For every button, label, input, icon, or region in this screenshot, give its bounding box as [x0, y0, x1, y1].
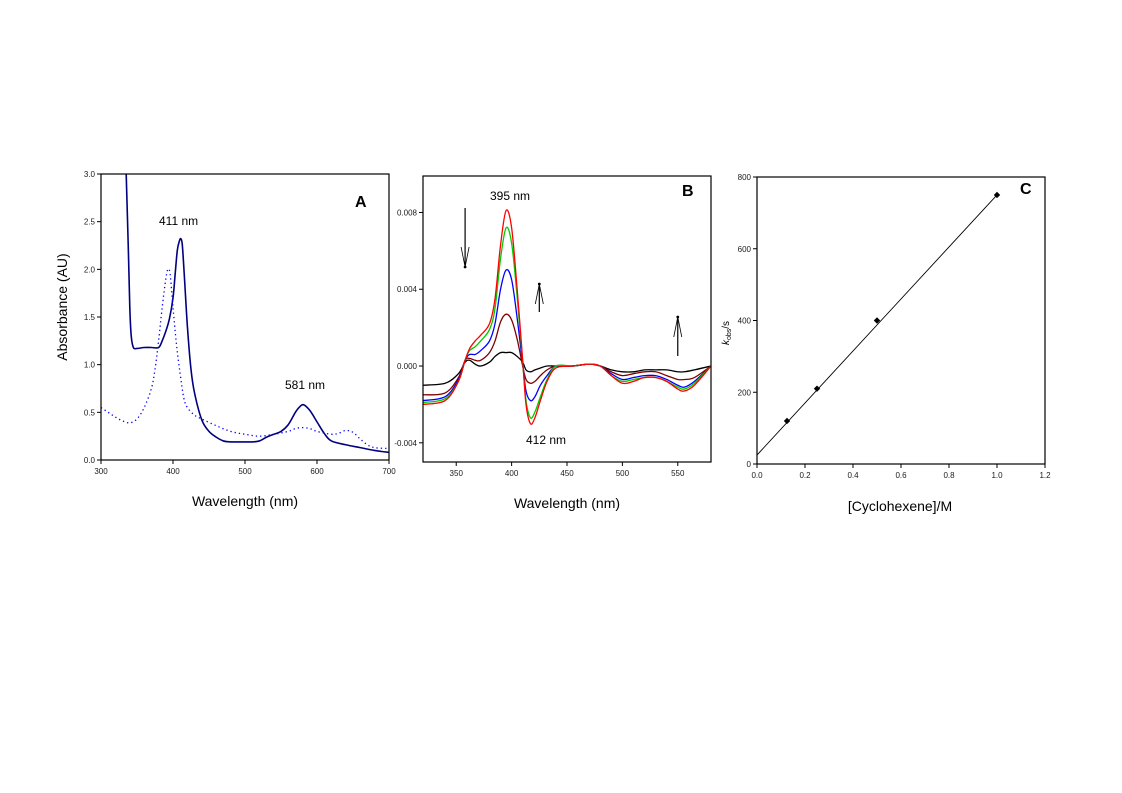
- panel-c-y-axis-k: k: [721, 339, 732, 345]
- panel-c-ticks: 0.0 0.2 0.4 0.6 0.8 1.0 1.2 0 200 400 600 800: [738, 173, 1051, 480]
- y-tick-label: 0.004: [397, 285, 418, 294]
- y-tick-label: 400: [738, 317, 752, 326]
- x-tick-label: 500: [616, 469, 630, 478]
- panel-c-y-axis-unit: /s: [721, 321, 732, 329]
- panel-a-annotation-peak-411: 411 nm: [159, 214, 198, 228]
- arrow-tip: [463, 265, 467, 269]
- panel-a-curves: [100, 173, 390, 454]
- y-tick-label: 200: [738, 388, 752, 397]
- panel-c-label: C: [1020, 181, 1032, 198]
- x-tick-label: 400: [505, 469, 519, 478]
- arrow-head-right: [538, 283, 544, 305]
- panel-c-y-axis-sub: obs: [726, 328, 733, 340]
- panel-b-frame: [422, 175, 712, 463]
- panel-a-series-dotted: [100, 268, 390, 450]
- panel-c-data-point: [873, 317, 881, 324]
- panel-b-trace-1: [423, 209, 711, 425]
- panel-c: 0.0 0.2 0.4 0.6 0.8 1.0 1.2 0 200 400 600 800 C [Cy…: [721, 173, 1051, 514]
- x-tick-label: 300: [94, 467, 108, 476]
- x-tick-label: 550: [671, 469, 685, 478]
- x-tick-label: 0.6: [895, 471, 907, 480]
- x-tick-label: 1.0: [991, 471, 1003, 480]
- panel-c-y-axis-title: kobs/s: [721, 321, 733, 345]
- panel-a-x-axis-title: Wavelength (nm): [192, 493, 298, 509]
- panel-b-annotation-412: 412 nm: [526, 433, 566, 447]
- y-tick-label: 0: [747, 460, 752, 469]
- x-tick-label: 700: [382, 467, 396, 476]
- panel-b-trace-3: [423, 269, 711, 402]
- panel-b-label: B: [682, 183, 694, 200]
- panel-c-points: [783, 191, 1001, 425]
- panel-b-curves: [423, 209, 711, 425]
- panel-b-x-axis-title: Wavelength (nm): [514, 495, 620, 511]
- arrow-head-left: [673, 316, 679, 338]
- panel-b: 350 400 450 500 550 -0.004 0.000 0.004 0.008 B 3…: [394, 175, 712, 511]
- panel-c-data-point: [783, 417, 791, 425]
- arrow-head-right: [677, 316, 683, 338]
- arrow-head-left: [534, 283, 540, 305]
- arrow-tip: [537, 282, 541, 286]
- panel-a-frame: [100, 173, 390, 461]
- arrow-tip: [676, 315, 680, 319]
- arrow-down-icon: [460, 208, 470, 269]
- arrow-head-left: [460, 246, 466, 268]
- panel-a-y-axis-title: Absorbance (AU): [54, 253, 70, 360]
- y-tick-label: 0.000: [397, 362, 418, 371]
- panel-b-ticks: 350 400 450 500 550 -0.004 0.000 0.004 0.008: [394, 208, 685, 478]
- x-tick-label: 350: [450, 469, 464, 478]
- y-tick-label: 600: [738, 245, 752, 254]
- x-tick-label: 0.2: [799, 471, 811, 480]
- panel-c-frame: [756, 176, 1046, 465]
- panel-c-data-point: [813, 385, 821, 392]
- panel-c-data-point: [993, 191, 1001, 199]
- x-tick-label: 0.8: [943, 471, 955, 480]
- y-tick-label: 0.5: [84, 408, 96, 417]
- y-tick-label: 3.0: [84, 170, 96, 179]
- x-tick-label: 1.2: [1039, 471, 1051, 480]
- y-tick-label: 1.0: [84, 361, 96, 370]
- x-tick-label: 500: [238, 467, 252, 476]
- y-tick-label: 2.5: [84, 218, 96, 227]
- panel-a: 300 400 500 600 700 0.0 0.5 1.0 1.5 2.0 2.5 3.0 A 4…: [54, 170, 396, 509]
- panel-c-fit-line: [756, 194, 998, 456]
- panel-b-annotation-395: 395 nm: [490, 189, 530, 203]
- y-tick-label: 2.0: [84, 265, 96, 274]
- panel-a-annotation-peak-581: 581 nm: [285, 378, 325, 392]
- x-tick-label: 600: [310, 467, 324, 476]
- y-tick-label: 800: [738, 173, 752, 182]
- x-tick-label: 0.4: [847, 471, 859, 480]
- panel-b-arrows: [460, 208, 683, 356]
- y-tick-label: 1.5: [84, 313, 96, 322]
- panel-b-trace-5: [423, 351, 711, 386]
- x-tick-label: 400: [166, 467, 180, 476]
- arrow-up-icon: [534, 282, 544, 312]
- y-tick-label: 0.008: [397, 208, 418, 217]
- panel-b-trace-2: [423, 226, 711, 419]
- panel-b-trace-4: [423, 313, 711, 396]
- panel-a-label: A: [355, 194, 367, 211]
- x-tick-label: 0.0: [751, 471, 763, 480]
- y-tick-label: -0.004: [394, 439, 417, 448]
- y-tick-label: 0.0: [84, 456, 96, 465]
- panel-a-ticks: 300 400 500 600 700 0.0 0.5 1.0 1.5 2.0 2.5 3.0: [84, 170, 396, 476]
- panel-c-x-axis-title: [Cyclohexene]/M: [848, 498, 952, 514]
- arrow-up-icon: [673, 315, 683, 356]
- x-tick-label: 450: [560, 469, 574, 478]
- panel-a-series-solid: [125, 173, 390, 454]
- arrow-head-right: [464, 246, 470, 268]
